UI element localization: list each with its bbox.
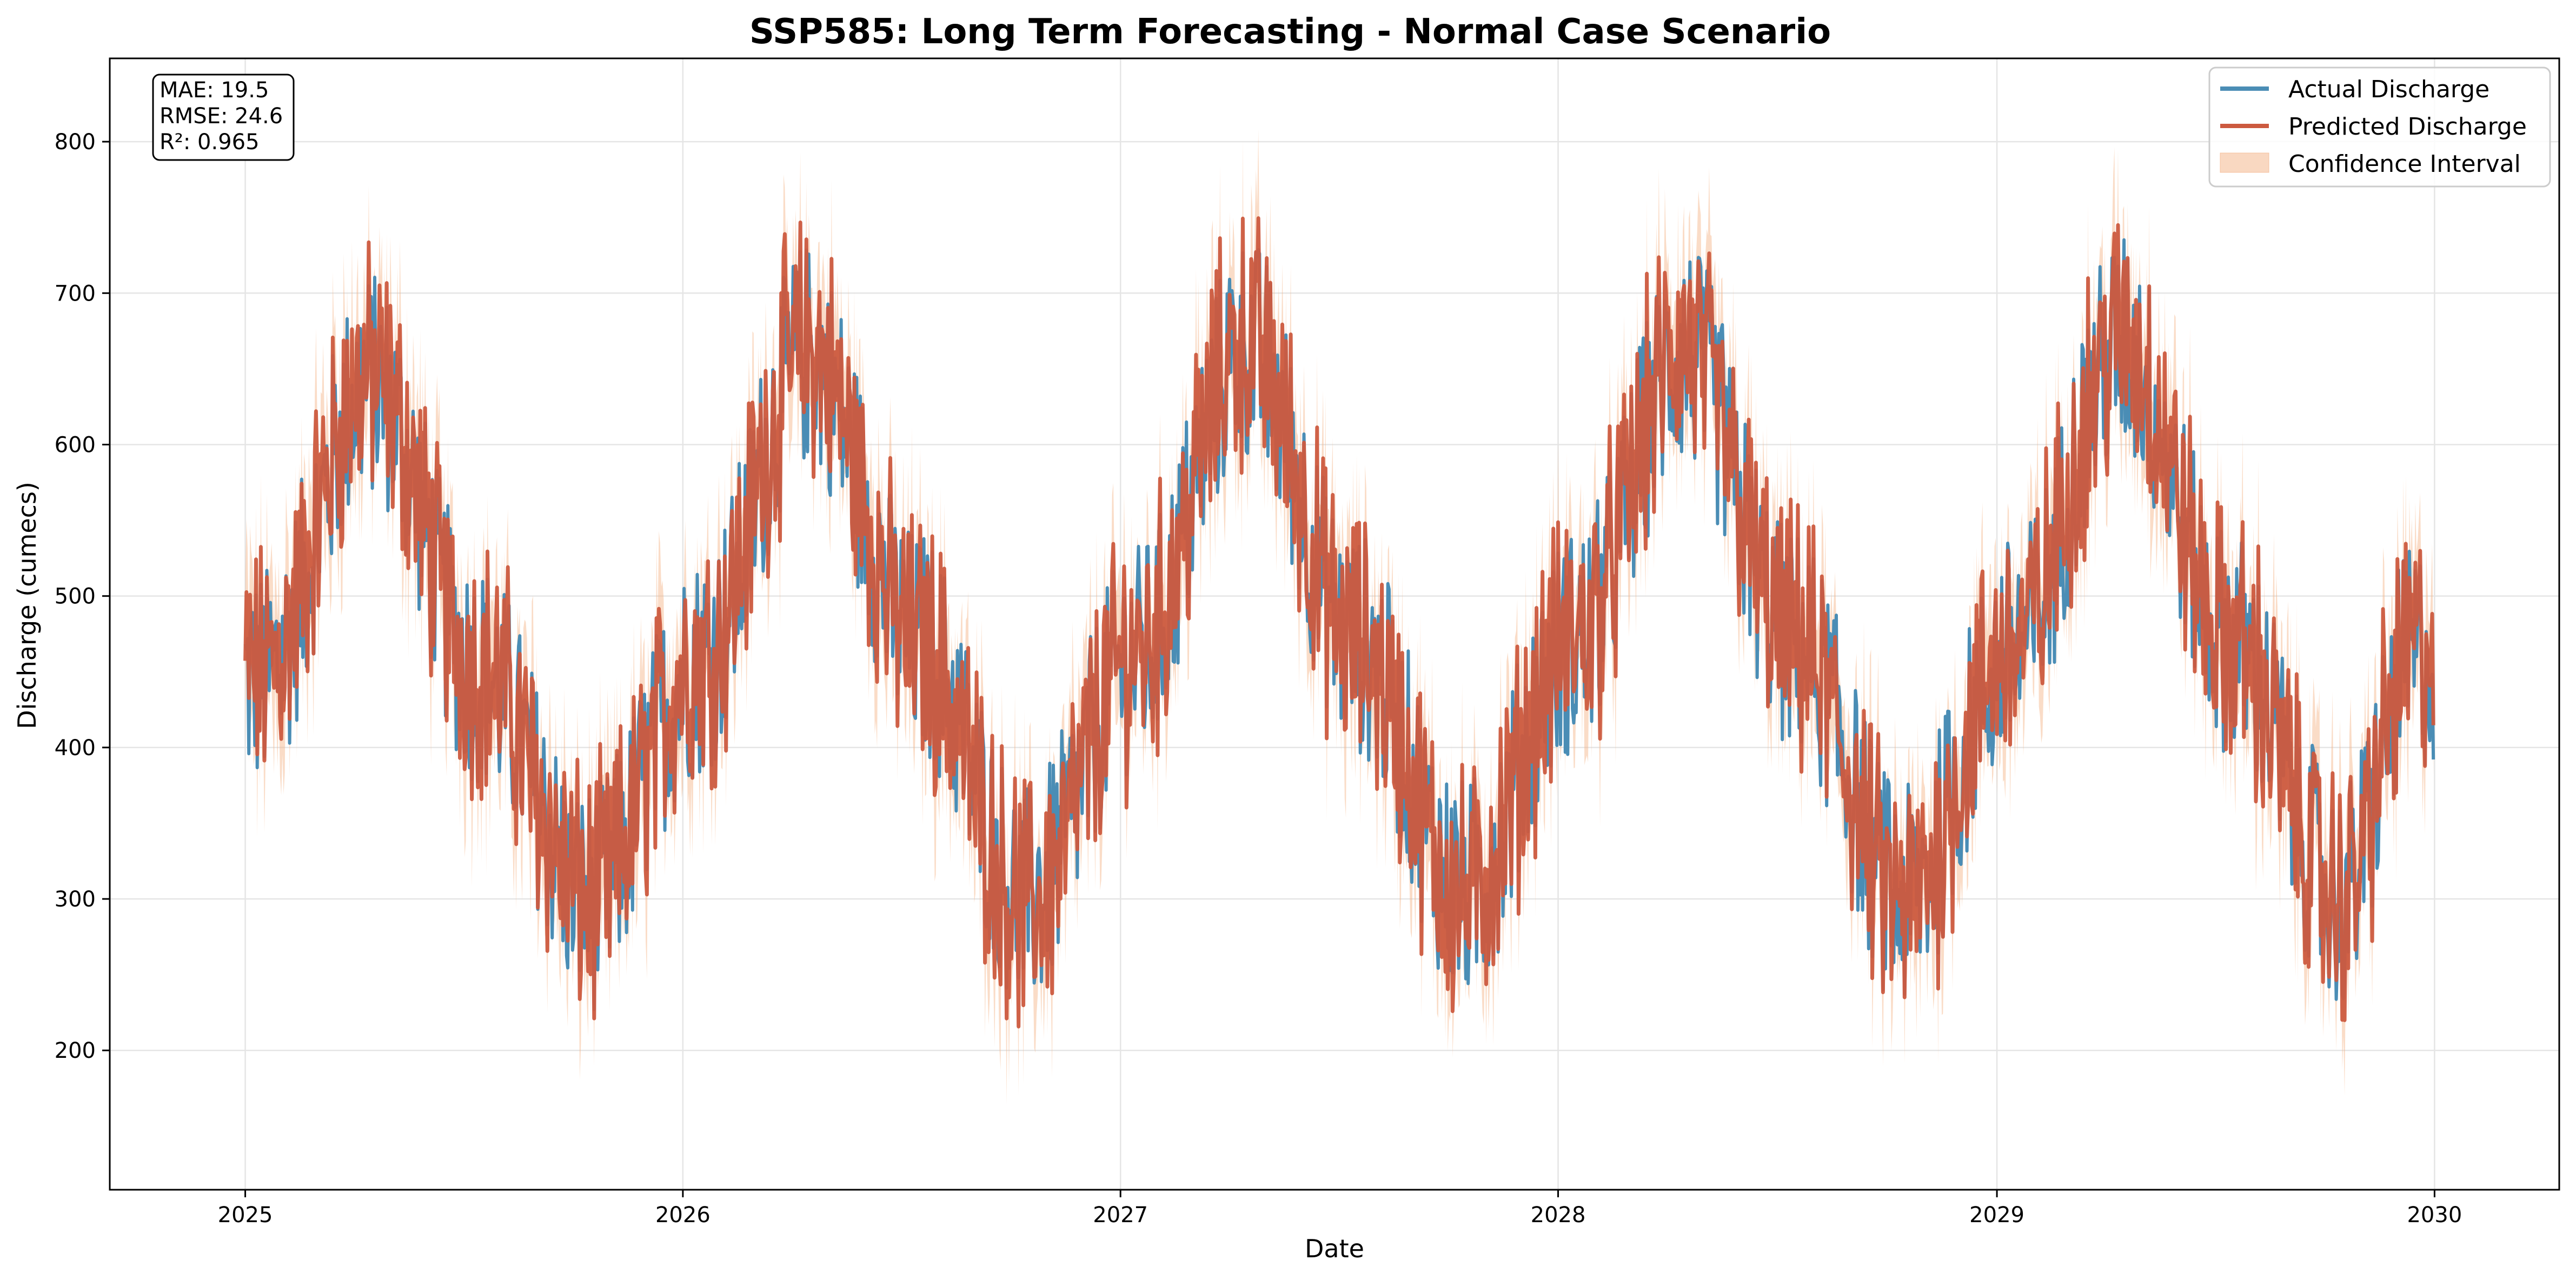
mae-metric: MAE: 19.5 xyxy=(160,78,269,103)
x-tick-label: 2026 xyxy=(655,1203,711,1228)
metrics-box-frame xyxy=(152,74,295,161)
axis-ticks: 2025 2026 2027 2028 2029 2030 200 300 400 500 600 7… xyxy=(55,130,2462,1228)
grid-lines xyxy=(110,58,2559,1190)
legend-label-actual: Actual Discharge xyxy=(2288,76,2489,103)
rmse-metric: RMSE: 24.6 xyxy=(160,104,283,129)
legend-label-predicted: Predicted Discharge xyxy=(2288,113,2527,141)
legend-label-confidence: Confidence Interval xyxy=(2288,150,2521,178)
metrics-box: MAE: 19.5 RMSE: 24.6 R²: 0.965 xyxy=(152,74,295,161)
x-tick-label: 2030 xyxy=(2407,1203,2462,1228)
legend-swatch-confidence xyxy=(2220,152,2269,173)
y-tick-label: 700 xyxy=(55,281,96,306)
y-tick-label: 800 xyxy=(55,130,96,155)
legend: Actual Discharge Predicted Discharge Con… xyxy=(2208,66,2551,188)
legend-frame xyxy=(2208,66,2551,188)
x-tick-label: 2028 xyxy=(1531,1203,1586,1228)
x-tick-label: 2025 xyxy=(218,1203,273,1228)
y-tick-label: 200 xyxy=(55,1038,96,1063)
series-lines-layer xyxy=(243,216,2435,1029)
y-tick-label: 400 xyxy=(55,736,96,761)
chart-title: SSP585: Long Term Forecasting - Normal C… xyxy=(749,12,1831,52)
plot-frame xyxy=(109,57,2560,1191)
r2-metric: R²: 0.965 xyxy=(160,130,260,155)
y-tick-label: 500 xyxy=(55,584,96,609)
x-tick-label: 2027 xyxy=(1093,1203,1148,1228)
predicted-discharge-line xyxy=(243,216,2435,1029)
x-axis-label: Date xyxy=(1305,1234,1364,1263)
y-axis-label: Discharge (cumecs) xyxy=(12,482,42,729)
y-tick-label: 600 xyxy=(55,432,96,457)
x-tick-label: 2029 xyxy=(1969,1203,2024,1228)
y-tick-label: 300 xyxy=(55,887,96,912)
